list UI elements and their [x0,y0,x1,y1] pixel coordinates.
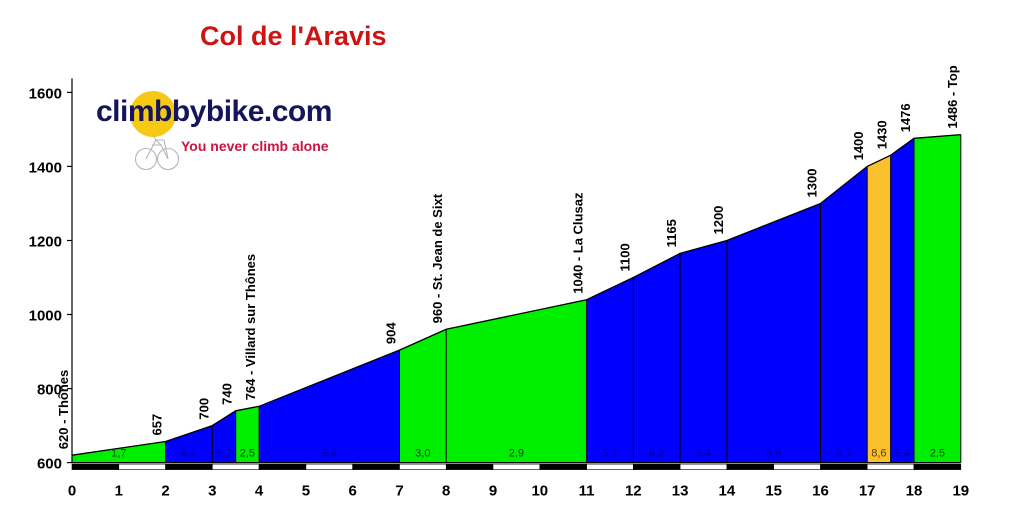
svg-text:8: 8 [442,483,450,500]
svg-text:1165: 1165 [664,219,679,247]
svg-text:16: 16 [812,483,829,500]
svg-text:764 - Villard sur Thônes: 764 - Villard sur Thônes [243,254,258,400]
svg-text:19: 19 [952,483,969,500]
svg-text:8,6: 8,6 [871,448,886,460]
svg-text:1: 1 [115,483,123,500]
svg-text:2: 2 [161,483,169,500]
svg-text:4: 4 [255,483,264,500]
svg-text:620 - Thônes: 620 - Thônes [56,370,71,449]
svg-text:1400: 1400 [29,159,62,176]
svg-text:10: 10 [531,483,548,500]
svg-text:2,9: 2,9 [509,448,524,460]
svg-text:740: 740 [220,383,235,405]
svg-text:3,0: 3,0 [415,448,430,460]
svg-text:0: 0 [68,483,76,500]
svg-text:8,7: 8,7 [836,448,851,460]
svg-text:2,5: 2,5 [240,448,255,460]
svg-text:17: 17 [859,483,876,500]
svg-text:5,7: 5,7 [216,448,231,460]
svg-text:7: 7 [395,483,403,500]
svg-text:5,9: 5,9 [766,448,781,460]
svg-text:6: 6 [349,483,357,500]
svg-text:600: 600 [37,456,62,473]
svg-text:1600: 1600 [29,85,62,102]
svg-text:5: 5 [302,483,310,500]
svg-text:700: 700 [196,398,211,420]
svg-text:11: 11 [579,483,595,500]
svg-text:15: 15 [765,483,782,500]
svg-text:14: 14 [719,483,736,500]
svg-text:18: 18 [906,483,923,500]
svg-text:1200: 1200 [29,234,62,251]
svg-text:12: 12 [625,483,642,500]
svg-text:1040 - La Clusaz: 1040 - La Clusaz [571,192,586,294]
svg-text:1300: 1300 [805,169,820,198]
svg-text:657: 657 [150,414,165,436]
svg-text:6,2: 6,2 [649,448,664,460]
svg-text:5,7: 5,7 [602,448,617,460]
svg-text:5,4: 5,4 [895,448,910,460]
svg-text:1430: 1430 [875,120,890,149]
svg-text:13: 13 [672,483,689,500]
svg-text:5,4: 5,4 [696,448,711,460]
svg-text:1400: 1400 [851,131,866,160]
svg-text:1200: 1200 [711,206,726,235]
svg-text:1486 - Top: 1486 - Top [945,65,960,128]
svg-text:9: 9 [489,483,497,500]
svg-text:3: 3 [208,483,216,500]
svg-text:904: 904 [384,322,399,344]
svg-text:6,1: 6,1 [181,448,196,460]
svg-text:2,5: 2,5 [930,448,945,460]
svg-text:5,6: 5,6 [322,448,337,460]
svg-text:1100: 1100 [617,243,632,271]
svg-text:1476: 1476 [898,103,913,132]
svg-text:1,7: 1,7 [111,448,126,460]
svg-text:1000: 1000 [29,308,62,325]
svg-text:960 - St. Jean de Sixt: 960 - St. Jean de Sixt [430,193,445,323]
